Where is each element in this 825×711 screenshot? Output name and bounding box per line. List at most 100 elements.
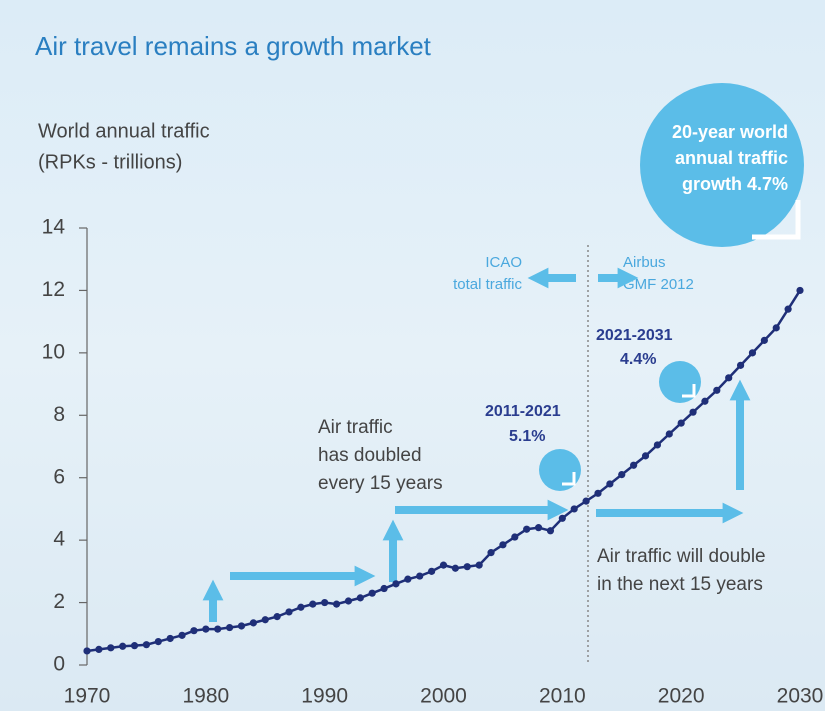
- point: [332, 600, 341, 608]
- y-axis-label: World annual traffic: [38, 120, 210, 142]
- point: [95, 645, 103, 653]
- point: [689, 408, 697, 416]
- y-axis-label: (RPKs - trillions): [38, 151, 182, 173]
- point: [641, 452, 650, 460]
- point: [760, 336, 768, 344]
- y-tick-label: 0: [53, 653, 65, 676]
- point: [226, 623, 234, 632]
- y-tick-label: 10: [42, 340, 65, 363]
- will-double-note: Air traffic will double: [597, 546, 766, 567]
- point: [202, 625, 210, 633]
- point: [523, 525, 531, 533]
- point: [428, 567, 436, 575]
- doubled-note: Air traffic: [318, 417, 393, 438]
- point: [309, 600, 317, 608]
- will-double-note: in the next 15 years: [597, 574, 763, 595]
- x-tick-label: 2010: [539, 685, 586, 708]
- point: [606, 480, 614, 488]
- point: [677, 419, 685, 427]
- y-tick-label: 12: [42, 278, 65, 301]
- x-tick-label: 1970: [64, 685, 111, 708]
- bubble-text: growth 4.7%: [682, 174, 788, 194]
- point: [701, 397, 709, 405]
- point: [725, 374, 733, 382]
- point: [570, 505, 578, 513]
- point: [748, 349, 757, 357]
- point: [249, 619, 257, 627]
- period-bubble: [659, 361, 701, 403]
- y-tick-label: 2: [53, 590, 65, 613]
- point: [796, 286, 804, 295]
- growth-bubble: [640, 83, 804, 247]
- point: [475, 561, 483, 569]
- point: [499, 541, 507, 549]
- period-label: 4.4%: [620, 351, 656, 368]
- x-tick-label: 2030: [777, 685, 824, 708]
- point: [166, 634, 174, 643]
- point: [214, 625, 222, 633]
- icao-label: total traffic: [453, 276, 522, 293]
- point: [261, 616, 269, 624]
- y-tick-label: 6: [53, 465, 65, 488]
- icao-label: ICAO: [485, 254, 522, 271]
- point: [618, 470, 626, 479]
- doubled-note: has doubled: [318, 445, 422, 466]
- point: [154, 637, 162, 646]
- point: [368, 589, 376, 597]
- point: [119, 642, 127, 650]
- bubble-corner: [752, 200, 801, 240]
- point: [142, 641, 151, 649]
- point: [582, 497, 590, 505]
- point: [380, 584, 388, 593]
- bubble-text: annual traffic: [675, 148, 788, 168]
- x-tick-label: 1990: [301, 685, 348, 708]
- point: [237, 622, 246, 630]
- point: [439, 561, 448, 569]
- x-tick-label: 2020: [658, 685, 705, 708]
- point: [534, 524, 543, 532]
- period-bubble: [539, 449, 581, 491]
- y-tick-label: 8: [53, 403, 65, 426]
- period-label: 2021-2031: [596, 327, 673, 344]
- point: [736, 361, 745, 369]
- airbus-label: Airbus: [623, 254, 666, 271]
- point: [190, 627, 198, 635]
- chart-title: Air travel remains a growth market: [35, 31, 432, 61]
- point: [487, 549, 495, 557]
- point: [546, 527, 555, 535]
- point: [511, 533, 519, 541]
- point: [416, 572, 424, 580]
- x-tick-label: 2000: [420, 685, 467, 708]
- y-tick-label: 14: [42, 216, 66, 239]
- point: [273, 613, 281, 621]
- bubble-text: 20-year world: [672, 122, 788, 142]
- period-label: 2011-2021: [485, 403, 561, 420]
- point: [451, 564, 459, 572]
- point: [558, 514, 566, 522]
- point: [83, 647, 91, 655]
- point: [107, 644, 115, 652]
- point: [784, 305, 792, 313]
- x-tick-label: 1980: [182, 685, 229, 708]
- point: [130, 642, 139, 650]
- point: [665, 430, 673, 438]
- doubled-note: every 15 years: [318, 473, 443, 494]
- point: [178, 631, 186, 639]
- point: [344, 597, 353, 605]
- point: [404, 575, 412, 583]
- bubble-corner: [562, 472, 576, 486]
- point: [630, 461, 638, 469]
- point: [463, 563, 471, 571]
- point: [321, 598, 329, 607]
- point: [713, 386, 721, 394]
- bubble-corner: [682, 384, 696, 398]
- point: [285, 608, 293, 616]
- point: [594, 489, 602, 497]
- point: [297, 603, 305, 611]
- point: [653, 441, 662, 449]
- y-tick-label: 4: [53, 528, 65, 551]
- point: [772, 324, 780, 332]
- airbus-label: GMF 2012: [623, 276, 694, 293]
